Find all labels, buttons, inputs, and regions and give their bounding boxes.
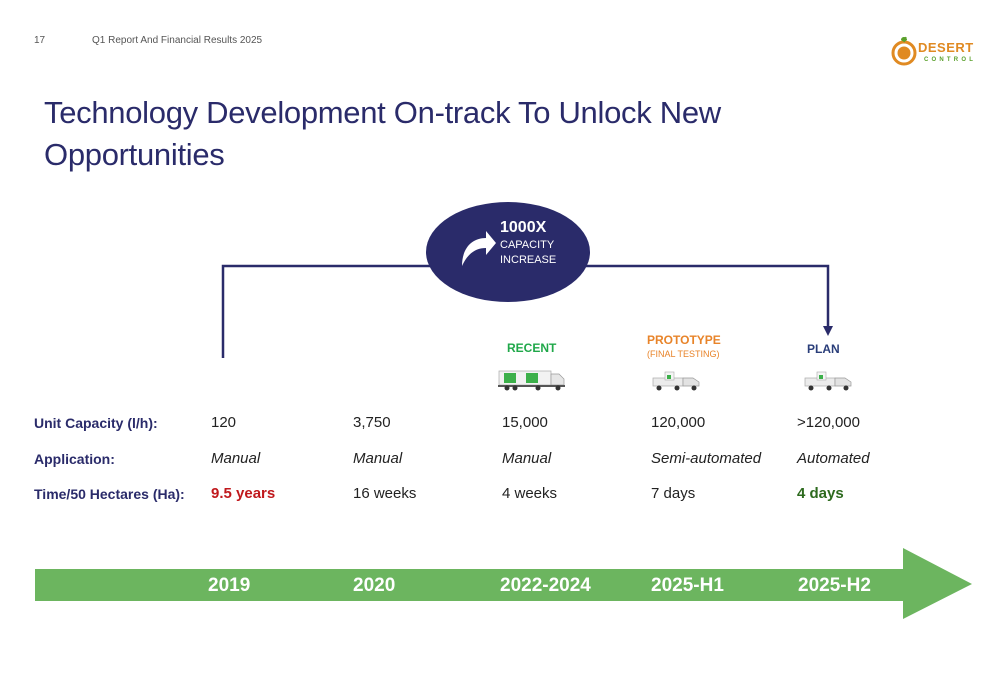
curved-arrow-icon bbox=[462, 231, 496, 266]
application-2025-h2: Automated bbox=[797, 450, 870, 467]
stage-prototype-sub: (FINAL TESTING) bbox=[647, 349, 720, 359]
logo-mark-icon bbox=[891, 36, 917, 66]
capacity-2020: 3,750 bbox=[353, 414, 391, 431]
page-number: 17 bbox=[34, 35, 46, 46]
capacity-2025-h2: >120,000 bbox=[797, 414, 860, 431]
badge-main: 1000X bbox=[500, 219, 547, 236]
truck-prototype-icon bbox=[652, 371, 700, 391]
truck-plan-icon bbox=[804, 371, 852, 391]
time-2019: 9.5 years bbox=[211, 485, 276, 502]
application-2019: Manual bbox=[211, 450, 261, 467]
bracket-arrowhead bbox=[823, 326, 833, 336]
time-2022-2024: 4 weeks bbox=[502, 485, 558, 502]
capacity-2022-2024: 15,000 bbox=[502, 414, 548, 431]
stage-prototype: PROTOTYPE bbox=[647, 333, 721, 347]
stage-plan: PLAN bbox=[807, 342, 840, 356]
year-2022-2024: 2022-2024 bbox=[500, 575, 591, 596]
time-2020: 16 weeks bbox=[353, 485, 417, 502]
row-label-time: Time/50 Hectares (Ha): bbox=[34, 486, 185, 502]
row-label-application: Application: bbox=[34, 451, 115, 467]
row-label-capacity: Unit Capacity (l/h): bbox=[34, 415, 158, 431]
badge-text: 1000X CAPACITY INCREASE bbox=[500, 218, 590, 268]
report-title: Q1 Report And Financial Results 2025 bbox=[92, 35, 263, 46]
year-2025-h1: 2025-H1 bbox=[651, 575, 724, 596]
year-2019: 2019 bbox=[208, 575, 251, 596]
time-2025-h2: 4 days bbox=[797, 485, 844, 502]
logo-subtitle: CONTROL bbox=[924, 57, 977, 63]
desert-control-logo: DESERT CONTROL bbox=[886, 30, 974, 74]
time-2025-h1: 7 days bbox=[651, 485, 696, 502]
truck-recent-icon bbox=[498, 370, 565, 391]
application-2022-2024: Manual bbox=[502, 450, 552, 467]
badge-line2: INCREASE bbox=[500, 254, 557, 266]
stage-recent: RECENT bbox=[507, 341, 557, 355]
application-2020: Manual bbox=[353, 450, 403, 467]
year-2025-h2: 2025-H2 bbox=[798, 575, 871, 596]
year-2020: 2020 bbox=[353, 575, 396, 596]
capacity-2019: 120 bbox=[211, 414, 237, 431]
capacity-2025-h1: 120,000 bbox=[651, 414, 706, 431]
application-2025-h1: Semi-automated bbox=[651, 450, 762, 467]
slide-title: Technology Development On-track To Unloc… bbox=[44, 95, 721, 172]
logo-wordmark: DESERT bbox=[918, 40, 974, 55]
badge-line1: CAPACITY bbox=[500, 239, 555, 251]
